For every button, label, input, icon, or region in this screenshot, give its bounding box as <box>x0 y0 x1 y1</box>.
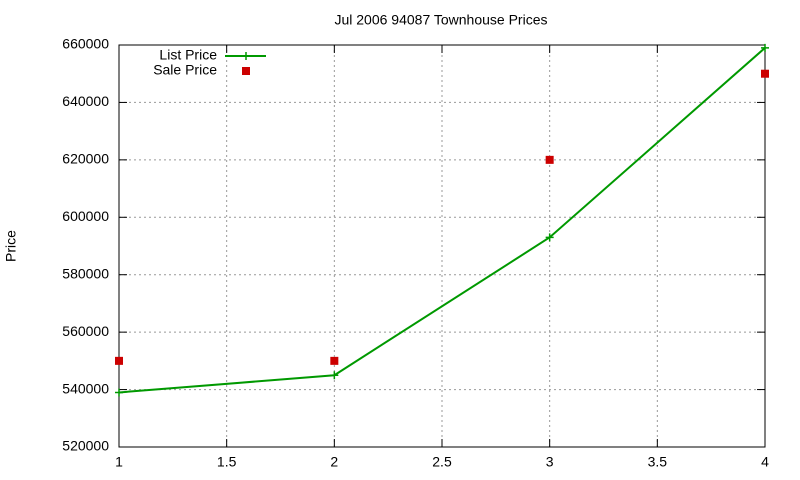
plot-border <box>118 44 766 448</box>
y-tick-label: 620000 <box>62 151 109 167</box>
data-point <box>761 69 769 78</box>
legend-label: Sale Price <box>153 62 217 78</box>
data-point <box>761 43 769 52</box>
y-tick-label: 520000 <box>62 438 109 454</box>
y-tick-label: 560000 <box>62 323 109 339</box>
y-tick-label: 540000 <box>62 380 109 396</box>
data-point <box>545 155 554 164</box>
x-tick-label: 2 <box>330 454 338 470</box>
y-tick-label: 600000 <box>62 208 109 224</box>
x-tick-label: 3.5 <box>648 454 668 470</box>
x-tick-label: 1 <box>115 454 123 470</box>
data-point <box>330 356 339 365</box>
data-point <box>545 233 554 242</box>
legend-swatch <box>242 67 250 75</box>
series-line <box>118 47 766 394</box>
legend-label: List Price <box>159 47 217 63</box>
y-tick-label: 580000 <box>62 265 109 281</box>
y-tick-label: 640000 <box>62 93 109 109</box>
x-tick-label: 3 <box>546 454 554 470</box>
y-axis-label: Price <box>3 230 19 262</box>
data-point <box>330 371 339 380</box>
x-tick-label: 2.5 <box>432 454 452 470</box>
y-tick-label: 660000 <box>62 36 109 52</box>
data-point <box>115 388 123 397</box>
data-point <box>115 356 123 365</box>
x-tick-label: 4 <box>761 454 769 470</box>
chart-title: Jul 2006 94087 Townhouse Prices <box>334 12 547 28</box>
x-tick-label: 1.5 <box>217 454 237 470</box>
legend-swatch <box>242 52 250 60</box>
